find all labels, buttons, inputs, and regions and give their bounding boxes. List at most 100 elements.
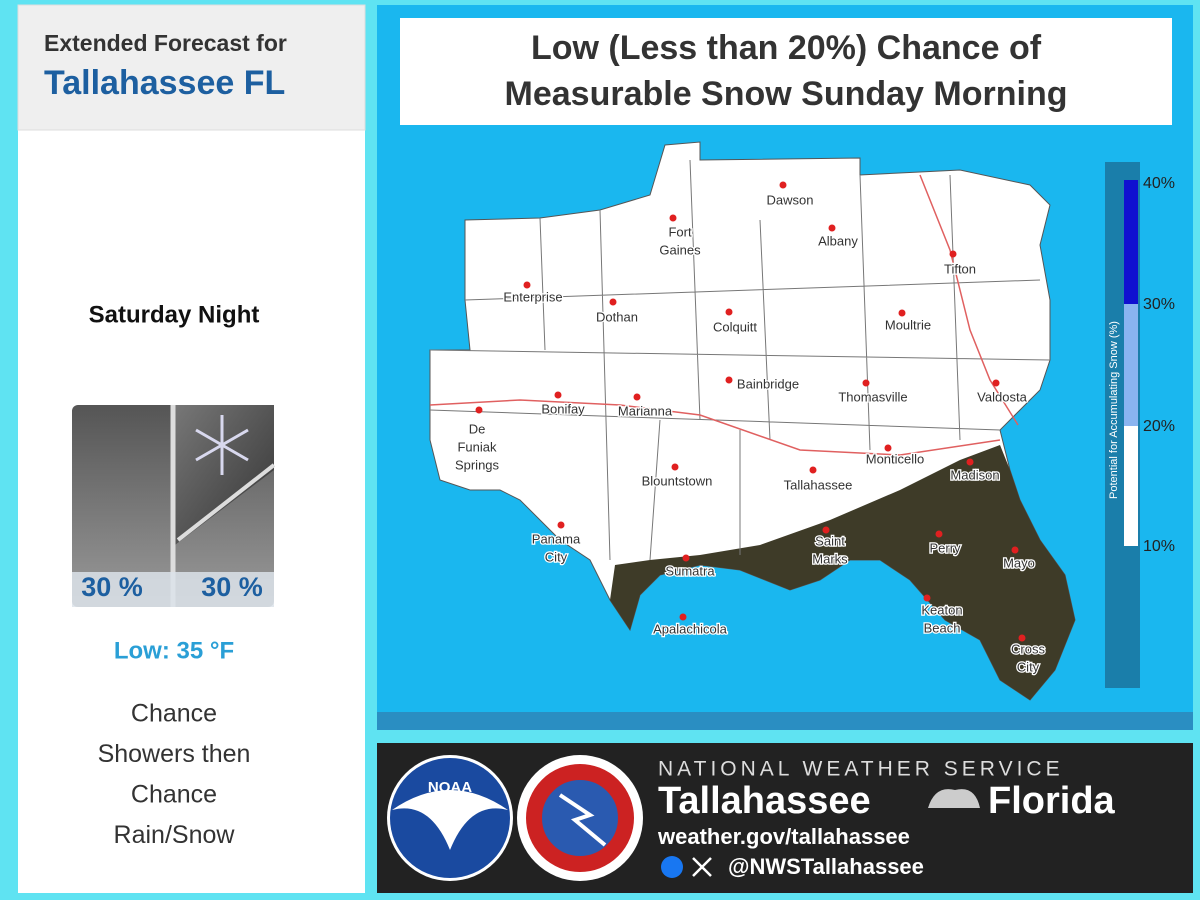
city-dot bbox=[609, 298, 617, 306]
description-line: Showers then bbox=[98, 740, 251, 768]
city-label: Mayo bbox=[1003, 555, 1035, 570]
header-text: Extended Forecast for bbox=[44, 30, 287, 56]
city-label: De bbox=[469, 421, 486, 436]
precip-chance: 30 % bbox=[201, 572, 263, 602]
city-dot bbox=[923, 594, 931, 602]
city-label: Sumatra bbox=[665, 563, 715, 578]
city-dot bbox=[822, 526, 830, 534]
precip-band bbox=[72, 572, 274, 607]
city-dot bbox=[557, 521, 565, 529]
city-dot bbox=[862, 379, 870, 387]
legend-swatch bbox=[1124, 304, 1138, 426]
city-dot bbox=[523, 281, 531, 289]
legend-label: 10% bbox=[1143, 538, 1175, 555]
city-label: Perry bbox=[929, 540, 961, 555]
city-label: Panama bbox=[532, 531, 581, 546]
city-label: Dawson bbox=[767, 192, 814, 207]
noaa-text: NOAA bbox=[428, 779, 472, 796]
city-dot bbox=[809, 466, 817, 474]
city-dot bbox=[671, 463, 679, 471]
low-temp: Low: 35 °F bbox=[114, 637, 234, 664]
description-line: Chance bbox=[131, 700, 217, 728]
agency: NATIONAL WEATHER SERVICE bbox=[658, 758, 1064, 781]
city-label: Fort bbox=[668, 224, 692, 239]
state-icon bbox=[928, 789, 980, 808]
title-box bbox=[400, 18, 1172, 125]
city-label: Keaton bbox=[921, 602, 962, 617]
city-dot bbox=[633, 393, 641, 401]
city-label: Monticello bbox=[866, 451, 925, 466]
legend-label: 40% bbox=[1143, 175, 1175, 192]
city-dot bbox=[828, 224, 836, 232]
description-line: Chance bbox=[131, 781, 217, 809]
location: Tallahassee FL bbox=[44, 64, 285, 102]
city-dot bbox=[992, 379, 1000, 387]
city-label: Tifton bbox=[944, 261, 976, 276]
city-label: Cross bbox=[1011, 641, 1045, 656]
description-line: Rain/Snow bbox=[114, 821, 236, 849]
city-label: Saint bbox=[815, 533, 845, 548]
legend-label: 20% bbox=[1143, 418, 1175, 435]
city-dot bbox=[935, 530, 943, 538]
legend-swatch bbox=[1124, 426, 1138, 546]
precip-chance: 30 % bbox=[81, 572, 143, 602]
legend-title: Potential for Accumulating Snow (%) bbox=[1108, 321, 1120, 499]
interstate bbox=[429, 399, 1001, 456]
city-dot bbox=[966, 458, 974, 466]
city-label: Colquitt bbox=[713, 319, 757, 334]
interstate bbox=[919, 174, 1019, 426]
legend-swatch bbox=[1124, 180, 1138, 304]
city-dot bbox=[679, 613, 687, 621]
city-dot bbox=[1018, 634, 1026, 642]
city-label: Funiak bbox=[457, 439, 497, 454]
city-label: Enterprise bbox=[503, 289, 562, 304]
city-label: Thomasville bbox=[838, 389, 907, 404]
city-label: Gaines bbox=[659, 242, 701, 257]
city-label: Moultrie bbox=[885, 317, 931, 332]
city-dot bbox=[725, 308, 733, 316]
city-dot bbox=[475, 406, 483, 414]
city-label: Marianna bbox=[618, 403, 673, 418]
city-dot bbox=[779, 181, 787, 189]
city-label: Beach bbox=[924, 620, 961, 635]
icon-divider bbox=[176, 463, 276, 542]
city-label: Bonifay bbox=[541, 401, 585, 416]
graphic-title: Low (Less than 20%) Chance of bbox=[531, 29, 1042, 67]
map-no-snow bbox=[610, 445, 1075, 700]
graphic-bottom-band bbox=[377, 712, 1193, 730]
city-dot bbox=[884, 444, 892, 452]
city-dot bbox=[898, 309, 906, 317]
forecast-header bbox=[17, 4, 366, 131]
x-icon[interactable] bbox=[692, 857, 712, 877]
nws-bolt bbox=[558, 793, 607, 847]
city-label: Valdosta bbox=[977, 389, 1027, 404]
city-label: Dothan bbox=[596, 309, 638, 324]
office: Tallahassee bbox=[658, 780, 871, 822]
city-label: Tallahassee bbox=[784, 477, 853, 492]
url: weather.gov/tallahassee bbox=[657, 824, 910, 849]
city-label: Bainbridge bbox=[737, 376, 799, 391]
state: Florida bbox=[988, 780, 1116, 822]
snowflake bbox=[195, 415, 249, 475]
legend-label: 30% bbox=[1143, 296, 1175, 313]
city-dot bbox=[949, 250, 957, 258]
city-label: City bbox=[1017, 659, 1040, 674]
city-dot bbox=[669, 214, 677, 222]
period: Saturday Night bbox=[89, 301, 260, 328]
city-label: Albany bbox=[818, 233, 858, 248]
city-label: Madison bbox=[950, 467, 999, 482]
noaa-bird bbox=[392, 790, 508, 850]
icon-snow-half bbox=[175, 405, 274, 545]
graphic-title: Measurable Snow Sunday Morning bbox=[505, 75, 1068, 113]
city-label: Apalachicola bbox=[653, 621, 727, 636]
facebook-icon[interactable] bbox=[661, 856, 683, 878]
city-label: Springs bbox=[455, 457, 500, 472]
city-dot bbox=[725, 376, 733, 384]
handle[interactable]: @NWSTallahassee bbox=[728, 854, 924, 879]
city-label: Marks bbox=[812, 551, 848, 566]
city-dot bbox=[1011, 546, 1019, 554]
city-dot bbox=[682, 554, 690, 562]
city-label: City bbox=[545, 549, 568, 564]
